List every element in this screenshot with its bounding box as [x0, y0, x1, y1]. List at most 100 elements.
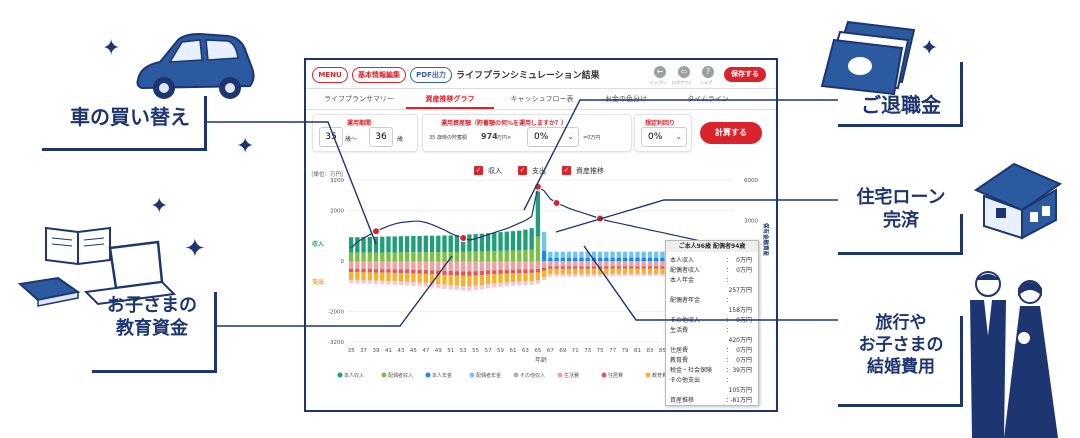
x-tick-label: 51: [447, 348, 454, 354]
expense-bar: [517, 261, 522, 270]
expense-bar: [485, 270, 491, 275]
expense-bar: [622, 268, 628, 274]
expense-bar: [566, 261, 572, 267]
expense-bar: [591, 274, 597, 277]
expense-bar: [523, 269, 528, 274]
expense-bar: [579, 274, 584, 277]
expense-bar: [454, 275, 460, 286]
expense-bar: [498, 261, 503, 271]
tab-asset-graph[interactable]: 資産推移グラフ: [425, 95, 475, 103]
back-icon[interactable]: ←: [654, 66, 666, 78]
x-tick-label: 49: [435, 348, 442, 354]
house-illustration: [973, 162, 1063, 240]
expense-bar: [585, 261, 590, 267]
expense-bar: [417, 261, 422, 270]
series-legend-label: その他収入: [520, 372, 545, 379]
income-bar: [467, 251, 472, 261]
income-bar: [392, 252, 397, 261]
expense-bar: [460, 275, 466, 287]
period-to-input[interactable]: 36: [369, 127, 393, 147]
period-from-input[interactable]: 35: [319, 127, 343, 147]
expense-bar: [373, 261, 379, 270]
investment-label: 運用資産額（貯蓄額の何%を運用しますか？）: [441, 120, 568, 127]
investment-result: =0万円: [583, 135, 601, 141]
income-bar: [361, 252, 366, 261]
save-button[interactable]: 保存する: [724, 67, 766, 82]
x-tick-label: 81: [634, 348, 641, 354]
expense-bar: [647, 268, 653, 274]
calculate-button[interactable]: 計算する: [700, 122, 762, 144]
expense-bar: [442, 284, 447, 289]
tooltip-row-value: 0万円: [736, 357, 752, 364]
expense-bar: [510, 282, 516, 286]
tooltip-row: 本人収入 ： 0万円: [670, 255, 756, 264]
income-bar: [610, 257, 615, 261]
expense-bar: [367, 272, 372, 281]
income-bar: [635, 251, 640, 258]
expense-bar: [386, 281, 391, 285]
expense-bar: [566, 268, 572, 275]
expense-bar: [436, 274, 441, 285]
expense-bar: [473, 271, 478, 276]
expense-bar: [417, 273, 422, 283]
couple-illustration: [970, 271, 1058, 438]
asset-axis-label: 保有金融資産: [762, 222, 770, 257]
income-bar: [492, 251, 497, 261]
expense-bar: [485, 274, 491, 285]
basic-info-edit-button[interactable]: 基本情報編集: [352, 67, 406, 83]
tooltip-row-sep: ：: [726, 377, 733, 384]
income-bar: [653, 257, 659, 261]
expense-bar: [380, 261, 385, 270]
income-bar: [585, 251, 590, 258]
income-bar: [641, 257, 646, 261]
x-tick-label: 47: [422, 348, 429, 354]
expense-bar: [504, 269, 509, 274]
income-bar: [373, 236, 379, 253]
expense-bar: [404, 261, 410, 270]
investment-percent-select[interactable]: 0% ⌄: [527, 127, 579, 147]
expense-bar: [355, 261, 360, 269]
logout-icon[interactable]: ⇦: [678, 66, 690, 78]
expense-axis-label: 支出: [311, 278, 324, 286]
tooltip-row-sep: ：: [726, 317, 733, 324]
income-bar: [529, 249, 534, 261]
help-icon[interactable]: ?: [702, 66, 714, 78]
income-bar: [492, 232, 497, 252]
expense-bar: [597, 268, 603, 275]
expense-bar: [610, 268, 615, 274]
tab-cashflow[interactable]: キャッシュフロー表: [510, 95, 574, 103]
income-bar: [411, 252, 416, 261]
expense-bar: [523, 261, 528, 270]
income-checkbox[interactable]: ✓: [474, 166, 483, 175]
expense-bar: [548, 266, 553, 269]
sparkle-icon: ✦: [236, 134, 255, 159]
sparkle-icon: ✦: [184, 234, 206, 264]
expense-bar: [635, 261, 640, 267]
tooltip-row-sep: ：: [726, 397, 733, 404]
expense-bar: [423, 273, 429, 283]
expense-checkbox[interactable]: ✓: [518, 166, 527, 175]
expense-bar: [404, 269, 410, 274]
tooltip-row: 資産推移 ： -81万円: [670, 395, 756, 404]
rate-select[interactable]: 0% ⌄: [641, 127, 687, 147]
tab-summary[interactable]: ライフプランサマリー: [324, 95, 394, 103]
expense-bar: [442, 270, 447, 275]
event-point: [552, 198, 561, 207]
expense-bar: [660, 266, 665, 269]
pdf-export-button[interactable]: PDF出力: [410, 67, 452, 83]
tooltip-row-value: 0万円: [736, 267, 752, 274]
income-bar: [348, 252, 354, 261]
expense-bar: [367, 261, 372, 269]
series-legend-dot: [645, 372, 651, 378]
expense-bar: [560, 261, 565, 267]
tooltip-row: 配偶者収入 ： 0万円: [670, 265, 756, 274]
expense-bar: [529, 281, 534, 285]
menu-button[interactable]: MENU: [312, 67, 348, 83]
expense-bar: [660, 273, 665, 277]
income-bar: [604, 251, 609, 258]
tab-money-color[interactable]: お金の色分け: [605, 95, 647, 103]
income-bar: [398, 236, 404, 253]
income-bar: [411, 235, 416, 253]
tab-timeline[interactable]: タイムライン: [687, 95, 729, 103]
investment-note-prefix: 35 歳時の貯蓄額: [429, 135, 467, 141]
